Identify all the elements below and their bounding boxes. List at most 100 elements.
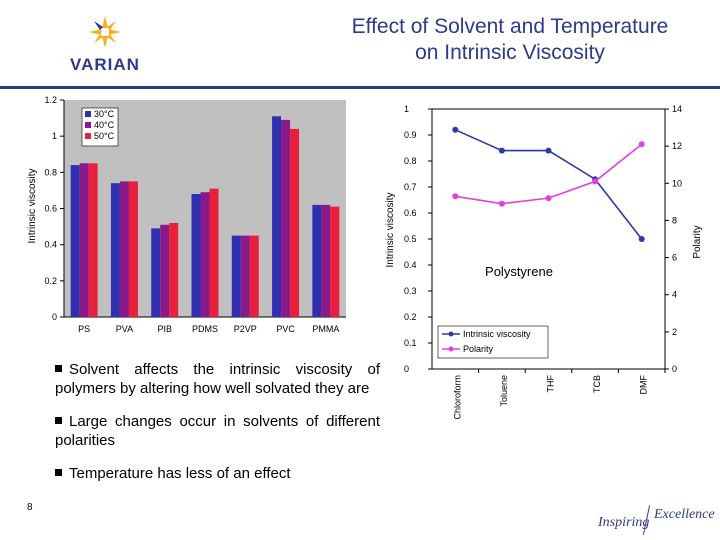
bar-y-tick-label: 0.2 [44,276,57,286]
line-point-1 [452,193,459,200]
line-legend-label: Intrinsic viscosity [463,329,531,339]
bar-x-tick-label: PIB [157,324,172,334]
varian-star-icon [89,16,121,48]
line-y-tick-label: 0.3 [404,286,417,296]
bar-PIB-1 [160,224,170,317]
bar-PDMS-1 [200,192,210,317]
bullet-text: Large changes occur in solvents of diffe… [55,413,380,449]
bar-x-tick-label: P2VP [234,324,257,334]
bar-PVC-1 [281,119,291,318]
line-point-0 [545,147,552,154]
line-y2-tick-label: 4 [672,290,677,300]
footer-brand: Inspiring Excellence [598,505,715,537]
bar-y-tick-label: 1 [52,131,57,141]
line-point-0 [452,126,459,133]
title-line-2: on Intrinsic Viscosity [415,41,605,64]
line-y2-tick-label: 2 [672,327,677,337]
line-chart-title: Polystyrene [485,264,553,279]
line-y2-tick-label: 6 [672,253,677,263]
bar-PS-1 [79,163,89,317]
bar-y-tick-label: 0 [52,312,57,322]
line-point-0 [498,147,505,154]
line-x-tick-label: Toluene [499,375,509,407]
bar-legend-label: 50°C [94,131,115,141]
bar-PDMS-2 [209,188,219,317]
line-x-tick-label: THF [546,375,556,393]
varian-wordmark: VARIAN [70,55,140,74]
bullet-square-icon [55,364,62,372]
bar-PVA-2 [128,181,138,317]
slide-title: Effect of Solvent and Temperature on Int… [300,14,720,66]
bar-P2VP-0 [231,235,241,317]
bar-x-tick-label: PMMA [312,324,339,334]
bullet-item: Solvent affects the intrinsic viscosity … [55,360,380,398]
bar-PVA-1 [119,181,129,317]
bar-PDMS-0 [191,194,201,317]
bar-plot-area: 0 0.2 0.4 0.6 0.8 1 1.2 PS PVA PIB PDMS P2VP PVC PMMA… [44,95,346,334]
bullet-square-icon [55,468,62,476]
line-x-tick-label: TCB [592,375,602,393]
bullet-square-icon [55,416,62,424]
line-y2-tick-label: 12 [672,141,682,151]
bullet-item: Temperature has less of an effect [55,464,380,483]
bar-legend-swatch [85,133,91,139]
bar-legend-label: 40°C [94,120,115,130]
bar-PIB-2 [169,222,179,317]
bar-P2VP-2 [249,235,259,317]
line-point-1 [498,200,505,207]
bullet-text: Temperature has less of an effect [69,465,291,482]
line-point-1 [592,178,599,185]
bar-PMMA-0 [312,204,322,317]
line-y-tick-label: 0.7 [404,182,417,192]
line-x-tick-label: DMF [639,375,649,395]
line-legend-marker [448,331,454,337]
header-divider [0,86,720,89]
bar-PVC-0 [272,116,282,318]
bar-PS-0 [70,165,80,317]
line-point-1 [545,195,552,202]
varian-logo: VARIAN [70,16,140,74]
bar-legend-swatch [85,122,91,128]
bullet-item: Large changes occur in solvents of diffe… [55,412,380,450]
line-y2-tick-label: 14 [672,104,682,114]
bar-x-tick-label: PVC [276,324,295,334]
bar-PMMA-1 [321,204,331,317]
line-legend-box [437,325,549,359]
line-y2-tick-label: 10 [672,178,682,188]
line-legend-marker [448,346,454,352]
bar-PVC-2 [290,128,300,317]
brand-word-inspiring: Inspiring [598,515,650,530]
line-point-1 [638,141,645,148]
line-legend-label: Polarity [463,344,494,354]
line-y-tick-label: 1 [404,104,409,114]
title-line-1: Effect of Solvent and Temperature [351,15,669,38]
line-plot-area: 00.10.20.30.40.50.60.70.80.9102468101214… [404,104,682,420]
bar-PVA-0 [110,183,120,317]
bar-x-tick-label: PS [78,324,90,334]
bar-legend-swatch [85,111,91,117]
bar-PIB-0 [151,228,161,317]
line-y-tick-label: 0.5 [404,234,417,244]
line-x-tick-label: Chloroform [452,375,462,420]
bar-PMMA-2 [330,206,340,317]
bar-y-tick-label: 1.2 [44,95,57,105]
line-y-tick-label: 0.2 [404,312,417,322]
brand-word-excellence: Excellence [654,507,715,522]
bar-y-tick-label: 0.4 [44,240,57,250]
bullet-text: Solvent affects the intrinsic viscosity … [55,361,380,397]
bar-x-tick-label: PDMS [192,324,218,334]
line-y2-tick-label: 0 [672,364,677,374]
line-y-tick-label: 0.1 [404,338,417,348]
line-y-tick-label: 0 [404,364,409,374]
page-number: 8 [27,502,33,513]
line-chart-y2label: Polarity [692,225,703,258]
line-point-0 [638,236,645,242]
line-chart-ylabel: Intrinsic viscosity [385,192,396,267]
bar-chart-ylabel: Intrinsic viscosity [27,168,38,243]
line-y2-tick-label: 8 [672,215,677,225]
line-y-tick-label: 0.9 [404,130,417,140]
bar-y-tick-label: 0.8 [44,167,57,177]
line-y-tick-label: 0.8 [404,156,417,166]
